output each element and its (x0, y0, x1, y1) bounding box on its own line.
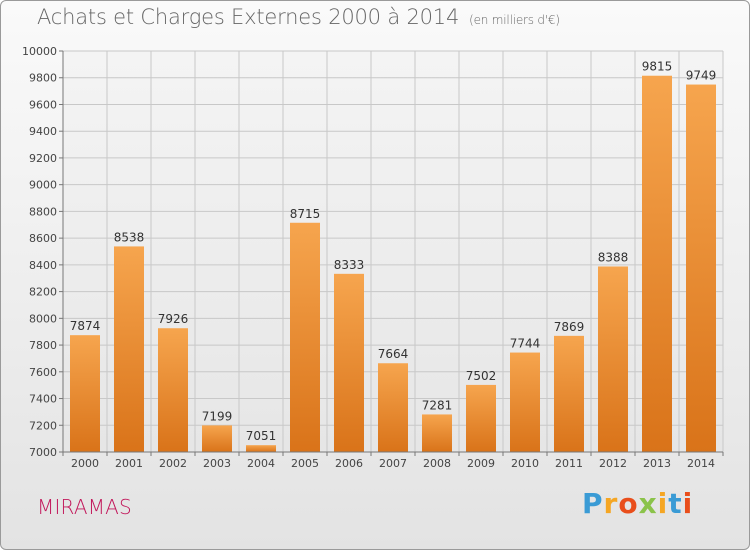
bar-value-label: 7281 (422, 398, 453, 412)
bar-value-label: 8538 (114, 230, 145, 244)
chart-title: Achats et Charges Externes 2000 à 2014 (e… (37, 5, 560, 29)
bar-value-label: 7874 (70, 319, 101, 333)
x-tick-label: 2000 (71, 457, 99, 470)
x-tick-label: 2011 (555, 457, 583, 470)
y-tick-label: 8200 (29, 286, 57, 299)
bar-2013 (642, 75, 672, 452)
bar-value-label: 7869 (554, 320, 585, 334)
bar-value-label: 7744 (510, 337, 541, 351)
bar-value-label: 8388 (598, 250, 629, 264)
y-tick-label: 7600 (29, 366, 57, 379)
x-tick-label: 2007 (379, 457, 407, 470)
bar-2000 (70, 335, 100, 452)
bar-value-label: 7926 (158, 312, 189, 326)
bar-2010 (510, 352, 540, 452)
bar-2007 (378, 363, 408, 452)
bars (70, 75, 716, 453)
bar-2014 (686, 84, 716, 453)
x-tick-label: 2012 (599, 457, 627, 470)
y-tick-label: 7800 (29, 339, 57, 352)
bar-value-label: 7664 (378, 347, 409, 361)
bar-2004 (246, 445, 276, 452)
y-tick-label: 7400 (29, 393, 57, 406)
bar-value-label: 8715 (290, 207, 321, 221)
x-tick-label: 2008 (423, 457, 451, 470)
logo-letter: i (682, 487, 694, 520)
y-tick-label: 8800 (29, 205, 57, 218)
bar-2011 (554, 335, 584, 452)
logo-letter: x (638, 487, 658, 520)
y-tick-label: 9400 (29, 125, 57, 138)
bar-2003 (202, 425, 232, 452)
x-tick-label: 2014 (687, 457, 715, 470)
y-tick-label: 7000 (29, 446, 57, 459)
x-tick-label: 2013 (643, 457, 671, 470)
bar-value-label: 7051 (246, 429, 277, 443)
axes (59, 50, 724, 456)
y-tick-label: 8600 (29, 232, 57, 245)
x-tick-label: 2005 (291, 457, 319, 470)
x-tick-label: 2003 (203, 457, 231, 470)
chart-subtitle: (en milliers d'€) (469, 13, 560, 27)
logo-letter: r (603, 487, 619, 520)
logo-letter: P (582, 487, 604, 520)
x-tick-label: 2002 (159, 457, 187, 470)
y-tick-label: 9200 (29, 152, 57, 165)
y-axis-tick-labels: 7000 7200 7400 7600 7800 8000 8200 8400 8600 8800… (22, 45, 57, 459)
y-tick-label: 9600 (29, 98, 57, 111)
bar-2008 (422, 414, 452, 452)
city-name: MIRAMAS (37, 495, 132, 519)
bar-2001 (114, 246, 144, 452)
x-tick-label: 2004 (247, 457, 275, 470)
x-tick-label: 2006 (335, 457, 363, 470)
x-tick-label: 2009 (467, 457, 495, 470)
logo-letter: t (668, 487, 683, 520)
bar-value-label: 7502 (466, 369, 497, 383)
bar-2009 (466, 384, 496, 452)
x-axis-tick-labels: 2000 2001 2002 2003 2004 2005 2006 2007 2008 2009… (71, 457, 715, 470)
x-tick-label: 2010 (511, 457, 539, 470)
y-tick-label: 8400 (29, 259, 57, 272)
bar-2012 (598, 266, 628, 452)
y-tick-label: 9000 (29, 179, 57, 192)
y-tick-label: 8000 (29, 312, 57, 325)
bar-value-label: 9815 (642, 60, 673, 74)
bar-2006 (334, 273, 364, 452)
logo-letter: i (657, 487, 669, 520)
logo-letter: o (618, 487, 639, 520)
bar-2005 (290, 222, 320, 452)
x-tick-label: 2001 (115, 457, 143, 470)
y-tick-label: 10000 (22, 45, 57, 58)
bar-2002 (158, 328, 188, 452)
bar-value-labels: 7874 8538 7926 7199 7051 8715 8333 7664 7281 7502… (70, 60, 717, 443)
y-tick-label: 7200 (29, 419, 57, 432)
bar-value-label: 7199 (202, 409, 233, 423)
bar-value-label: 9749 (686, 69, 717, 83)
chart-title-text: Achats et Charges Externes 2000 à 2014 (37, 5, 460, 29)
bar-value-label: 8333 (334, 258, 365, 272)
y-tick-label: 9800 (29, 72, 57, 85)
proxiti-logo: Proxiti (582, 487, 693, 520)
